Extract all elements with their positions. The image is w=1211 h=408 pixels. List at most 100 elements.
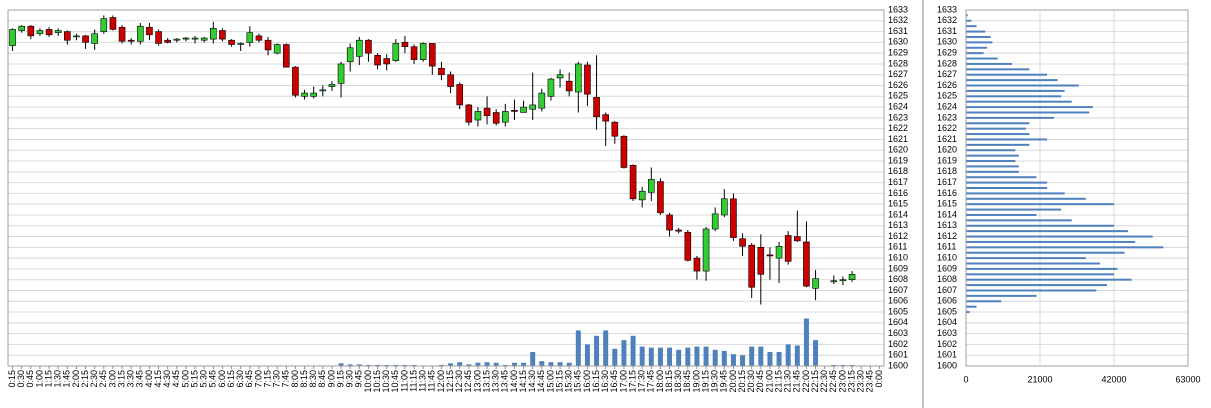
x-tick-label: 5:00: [180, 370, 190, 388]
x-tick-label: 3:15: [116, 370, 126, 388]
x-tick-label: 20:00: [728, 370, 738, 393]
y-tick-label: 1623: [937, 112, 957, 122]
candle-body: [611, 121, 619, 137]
x-tick-label: 42000: [1101, 374, 1126, 384]
candle-body: [794, 236, 801, 242]
y-tick-label: 1620: [937, 145, 957, 155]
volume-bar: [676, 349, 682, 366]
volume-bar: [831, 364, 837, 366]
bar: [966, 73, 1048, 76]
candle-body: [447, 74, 454, 87]
bar: [966, 14, 968, 17]
candle-body: [155, 31, 162, 44]
y-tick-label: 1619: [937, 155, 957, 165]
x-tick-label: 16:45: [609, 370, 619, 393]
candle-body: [839, 279, 847, 282]
y-tick-label: 1617: [937, 177, 957, 187]
x-tick-label: 10:00: [363, 370, 373, 393]
bar: [966, 160, 1016, 163]
candle-body: [456, 84, 463, 106]
x-tick-label: 14:15: [518, 370, 528, 393]
candle-body: [9, 29, 16, 46]
volume-bar: [813, 340, 819, 366]
volume-bar: [630, 335, 636, 366]
volume-bar: [849, 364, 855, 366]
x-tick-label: 6:30: [235, 370, 245, 388]
bar: [966, 154, 1019, 157]
x-tick-label: 22:00: [801, 370, 811, 393]
bar: [966, 224, 1114, 227]
y-tick-label: 1633: [888, 4, 908, 14]
y-tick-label: 1610: [937, 252, 957, 262]
x-tick-label: 2:15: [80, 370, 90, 388]
y-tick-label: 1609: [937, 263, 957, 273]
bar: [966, 95, 1062, 98]
volume-bar: [712, 349, 718, 366]
bar: [966, 100, 1072, 103]
volume-bar: [749, 346, 755, 366]
x-tick-label: 4:45: [171, 370, 181, 388]
volume-bar: [566, 362, 572, 366]
bar: [966, 208, 1062, 211]
volume-bar: [448, 363, 454, 366]
y-tick-label: 1629: [888, 48, 908, 58]
volume-bar: [384, 364, 390, 366]
y-tick-label: 1619: [888, 155, 908, 165]
y-tick-label: 1614: [937, 209, 957, 219]
x-tick-label: 63000: [1175, 374, 1200, 384]
x-tick-label: 21:45: [792, 370, 802, 393]
volume-bar: [493, 362, 499, 366]
volume-bar: [639, 346, 645, 366]
volume-bar: [603, 330, 609, 366]
candle-body: [739, 238, 746, 247]
x-tick-label: 10:30: [381, 370, 391, 393]
y-tick-label: 1620: [888, 145, 908, 155]
volume-bar: [365, 364, 371, 366]
candle-body: [301, 92, 308, 97]
x-tick-label: 22:15: [810, 370, 820, 393]
x-tick-label: 17:30: [637, 370, 647, 393]
volume-bar: [657, 347, 663, 366]
candle-body: [502, 111, 509, 123]
x-tick-label: 1:45: [62, 370, 72, 388]
x-tick-label: 22:45: [828, 370, 838, 393]
volume-bar: [521, 362, 527, 366]
x-tick-label: 17:00: [618, 370, 628, 393]
candle-body: [438, 67, 445, 76]
x-tick-label: 15:30: [564, 370, 574, 393]
x-tick-label: 16:15: [591, 370, 601, 393]
x-tick-label: 0:30: [16, 370, 26, 388]
bar: [966, 213, 1037, 216]
x-tick-label: 23:15: [846, 370, 856, 393]
y-tick-label: 1618: [937, 166, 957, 176]
x-tick-label: 22:30: [819, 370, 829, 393]
y-tick-label: 1605: [937, 306, 957, 316]
bar: [966, 289, 1097, 292]
bar: [966, 68, 1030, 71]
candle-body: [374, 55, 381, 66]
x-tick-label: 6:45: [244, 370, 254, 388]
candle-body: [18, 25, 25, 31]
x-tick-label: 3:00: [107, 370, 117, 388]
volume-bar: [758, 346, 764, 366]
candle-body: [757, 247, 765, 275]
bar: [966, 122, 1030, 125]
y-tick-label: 1631: [937, 26, 957, 36]
x-tick-label: 3:45: [135, 370, 145, 388]
candle-body: [337, 63, 345, 84]
x-tick-label: 21:00: [764, 370, 774, 393]
candle-body: [775, 245, 783, 259]
candle-body: [520, 106, 527, 113]
x-tick-label: 23:45: [865, 370, 875, 393]
y-tick-label: 1607: [888, 285, 908, 295]
candle-body: [702, 228, 710, 272]
volume-bar: [393, 364, 399, 366]
volume-bar: [767, 351, 773, 366]
x-tick-label: 7:30: [272, 370, 282, 388]
candle-body: [848, 274, 856, 280]
candle-body: [210, 28, 217, 40]
bar: [966, 57, 998, 60]
y-tick-label: 1607: [937, 285, 957, 295]
candle-body: [629, 165, 637, 200]
